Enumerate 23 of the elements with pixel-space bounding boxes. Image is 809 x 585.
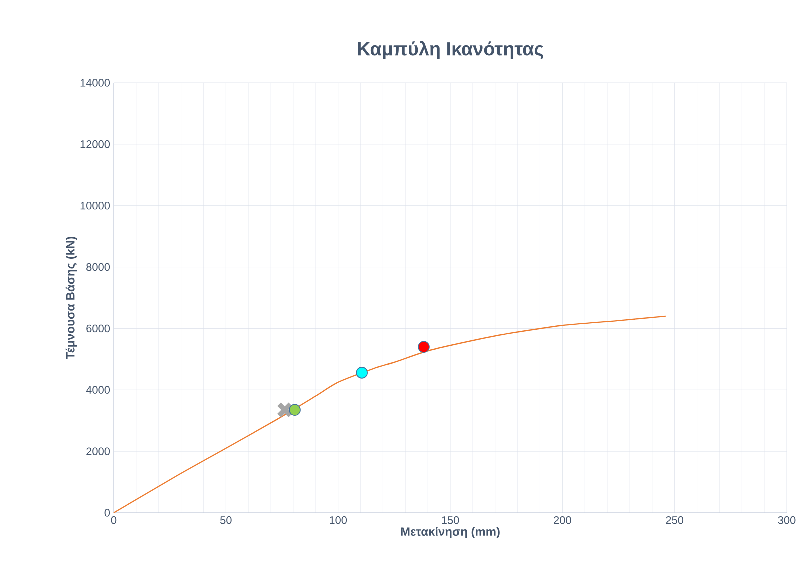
x-tick-label: 50 (220, 516, 232, 524)
y-tick-label: 8000 (86, 263, 110, 272)
y-tick-label: 2000 (86, 448, 110, 456)
point (356, 367, 368, 379)
y-tick-label: 14000 (80, 79, 110, 87)
x-tick-label: 300 (778, 516, 796, 524)
y-tick-label: 10000 (80, 202, 110, 210)
x-tick-label: 250 (666, 516, 684, 524)
y-axis-title: Τέμνουσα Βάσης (kN) (66, 237, 78, 360)
x-tick-label: 150 (442, 516, 460, 524)
x-tick-label: 0 (111, 516, 117, 524)
y-tick-label: 4000 (86, 386, 110, 394)
point (418, 341, 430, 354)
chart-title: Καμπύλη Ικανότητας (358, 41, 544, 60)
y-tick-label: 0 (104, 509, 110, 517)
x-tick-label: 200 (554, 516, 572, 524)
point (276, 402, 294, 418)
y-tick-label: 12000 (80, 140, 110, 148)
x-axis-title: Μετακίνηση (mm) (401, 527, 500, 538)
line-series (113, 316, 666, 514)
point (289, 404, 301, 416)
y-tick-label: 6000 (86, 324, 110, 333)
x-tick-label: 100 (330, 516, 348, 524)
